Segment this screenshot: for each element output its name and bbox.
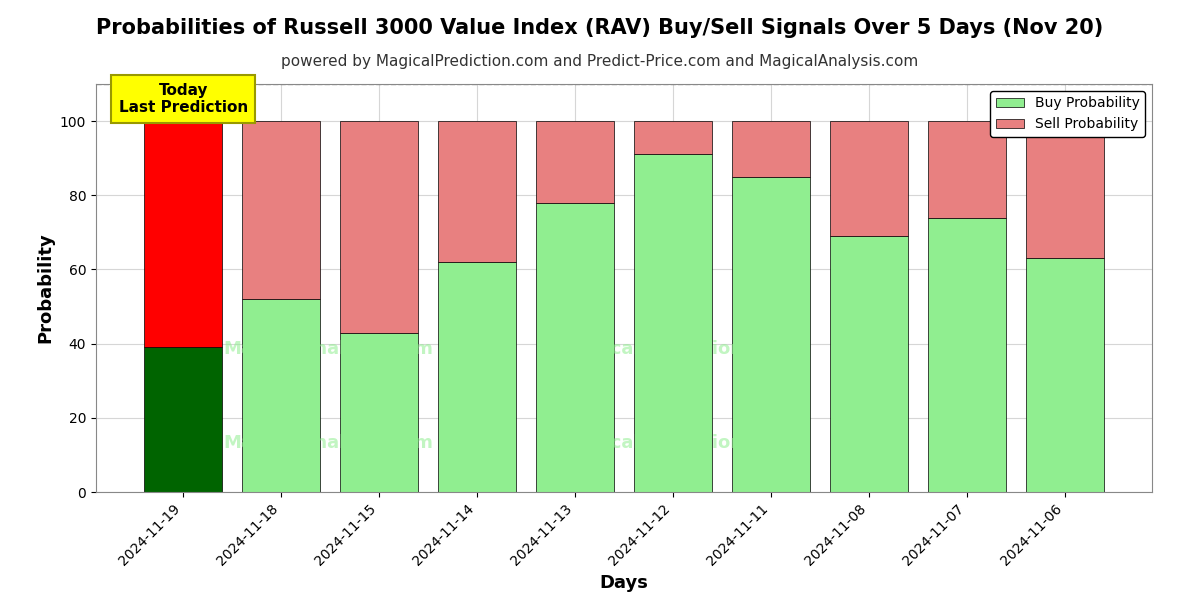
Bar xyxy=(829,236,908,492)
Text: MagicalAnalysis.com: MagicalAnalysis.com xyxy=(223,434,433,452)
Bar xyxy=(1026,259,1104,492)
Text: Probabilities of Russell 3000 Value Index (RAV) Buy/Sell Signals Over 5 Days (No: Probabilities of Russell 3000 Value Inde… xyxy=(96,18,1104,38)
Bar xyxy=(634,154,712,492)
Bar xyxy=(340,332,419,492)
Bar xyxy=(536,121,614,203)
Text: Today
Last Prediction: Today Last Prediction xyxy=(119,83,248,115)
Text: MagicalPrediction.com: MagicalPrediction.com xyxy=(562,434,792,452)
Text: powered by MagicalPrediction.com and Predict-Price.com and MagicalAnalysis.com: powered by MagicalPrediction.com and Pre… xyxy=(281,54,919,69)
Bar xyxy=(732,121,810,177)
Text: MagicalPrediction.com: MagicalPrediction.com xyxy=(562,340,792,358)
Bar xyxy=(829,121,908,236)
Bar xyxy=(242,121,320,299)
Bar xyxy=(928,218,1006,492)
X-axis label: Days: Days xyxy=(600,574,648,592)
Bar xyxy=(928,121,1006,218)
Bar xyxy=(634,121,712,154)
Bar xyxy=(438,262,516,492)
Y-axis label: Probability: Probability xyxy=(36,233,54,343)
Bar xyxy=(732,177,810,492)
Bar xyxy=(438,121,516,262)
Bar xyxy=(340,121,419,332)
Text: MagicalAnalysis.com: MagicalAnalysis.com xyxy=(223,340,433,358)
Bar xyxy=(144,347,222,492)
Bar xyxy=(242,299,320,492)
Legend: Buy Probability, Sell Probability: Buy Probability, Sell Probability xyxy=(990,91,1145,137)
Bar xyxy=(144,121,222,347)
Bar xyxy=(1026,121,1104,259)
Bar xyxy=(536,203,614,492)
